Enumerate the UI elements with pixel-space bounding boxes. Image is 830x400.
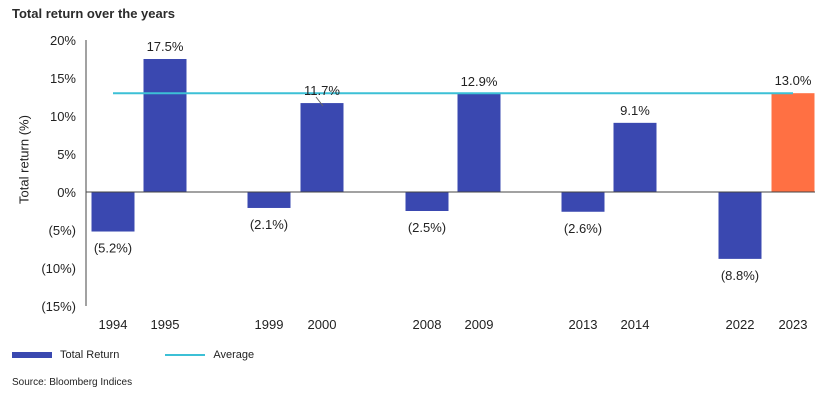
bar-2014 xyxy=(613,122,657,192)
data-label-2014: 9.1% xyxy=(620,103,650,118)
chart-title: Total return over the years xyxy=(12,6,176,21)
x-tick-label: 2008 xyxy=(413,317,442,332)
bar-2000 xyxy=(300,103,344,192)
bar-2009 xyxy=(457,93,501,192)
legend-line-label: Average xyxy=(213,349,255,361)
data-label-2009: 12.9% xyxy=(461,74,498,89)
data-label-2013: (2.6%) xyxy=(564,221,602,236)
x-tick-label: 2022 xyxy=(726,317,755,332)
y-tick-label: (15%) xyxy=(41,299,76,314)
data-label-2000: 11.7% xyxy=(304,83,340,98)
x-tick-label: 1999 xyxy=(255,317,284,332)
x-tick-label: 2014 xyxy=(621,317,650,332)
x-tick-labels: 1994 1995 1999 2000 2008 2009 2013 2014 2022 2023 xyxy=(99,317,808,332)
y-tick-label: (10%) xyxy=(41,261,76,276)
y-tick-label: 0% xyxy=(57,185,76,200)
data-label-2022: (8.8%) xyxy=(721,268,759,283)
legend: Total Return Average xyxy=(12,349,254,361)
data-label-1999: (2.1%) xyxy=(250,217,288,232)
y-tick-label: 20% xyxy=(50,33,76,48)
data-label-1995: 17.5% xyxy=(147,39,184,54)
data-label-1994: (5.2%) xyxy=(94,241,132,256)
bar-2008 xyxy=(405,192,449,211)
data-label-leader xyxy=(315,96,324,107)
x-tick-label: 2000 xyxy=(308,317,337,332)
data-labels: (5.2%) 17.5% (2.1%) 11.7% (2.5%) 12.9% (2.6%) 9… xyxy=(94,39,812,283)
bar-2013 xyxy=(561,192,605,212)
legend-bar-label: Total Return xyxy=(60,349,120,361)
y-tick-label: (5%) xyxy=(49,223,76,238)
y-tick-labels: 20% 15% 10% 5% 0% (5%) (10%) (15%) xyxy=(41,33,76,314)
source-note: Source: Bloomberg Indices xyxy=(12,377,133,388)
x-tick-label: 1995 xyxy=(151,317,180,332)
y-tick-label: 10% xyxy=(50,109,76,124)
data-label-2023: 13.0% xyxy=(775,73,812,88)
bar-chart: 20%15%10%5%0%(5%)(10%)(15%) (5.2%)17.5%(… xyxy=(41,33,815,332)
data-label-2008: (2.5%) xyxy=(408,220,446,235)
y-tick-label: 15% xyxy=(50,71,76,86)
bar-2023 xyxy=(771,93,815,192)
bars xyxy=(91,59,815,259)
legend-line-swatch xyxy=(165,354,206,356)
y-tick-label: 5% xyxy=(57,147,76,162)
bar-1999 xyxy=(247,192,291,208)
legend-bar-swatch xyxy=(12,352,52,358)
bar-1994 xyxy=(91,192,135,232)
x-tick-label: 1994 xyxy=(99,317,128,332)
x-tick-label: 2009 xyxy=(465,317,494,332)
bar-2022 xyxy=(718,192,762,259)
x-tick-label: 2013 xyxy=(569,317,598,332)
x-tick-label: 2023 xyxy=(779,317,808,332)
bar-1995 xyxy=(143,59,187,192)
